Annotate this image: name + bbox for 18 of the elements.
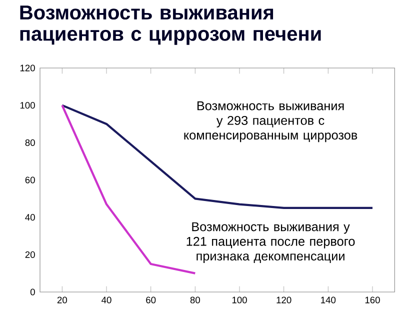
y-tick-label: 120 [20, 64, 35, 72]
text: Возможность выживания у 293 пациентов с компенсированным циррозов [184, 101, 358, 142]
y-tick-label: 20 [25, 251, 35, 258]
x-tick-label: 40 [102, 296, 112, 304]
x-tick-label: 20 [57, 296, 67, 304]
chart-title: Возможность выживания пациентов с циррозом печени [20, 6, 321, 45]
x-tick-label: 80 [190, 296, 200, 304]
y-tick-label: 40 [25, 214, 35, 221]
x-tick-label: 120 [276, 296, 292, 304]
x-tick-label: 140 [321, 296, 336, 304]
series-label: Возможность выживания у 121 пациента после первого признака декомпенсации [186, 222, 355, 264]
x-tick-label: 60 [146, 296, 156, 304]
y-tick-label: 100 [20, 102, 35, 109]
y-tick-label: 80 [25, 139, 35, 146]
y-tick-label: 0 [30, 288, 35, 296]
x-tick-label: 160 [365, 296, 380, 304]
y-tick-label: 60 [25, 176, 35, 184]
x-tick-label: 100 [232, 296, 247, 304]
